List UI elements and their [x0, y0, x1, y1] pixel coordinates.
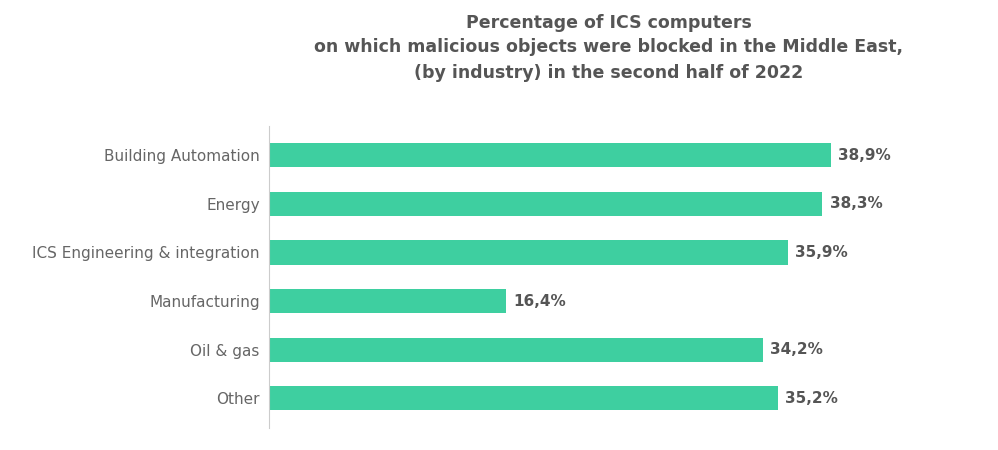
Bar: [269, 386, 777, 410]
Text: 34,2%: 34,2%: [770, 342, 823, 357]
Text: 16,4%: 16,4%: [514, 293, 566, 309]
Text: 35,2%: 35,2%: [785, 391, 837, 406]
Text: 35,9%: 35,9%: [795, 245, 847, 260]
Text: Percentage of ICS computers
on which malicious objects were blocked in the Middl: Percentage of ICS computers on which mal…: [314, 14, 903, 81]
Text: 38,9%: 38,9%: [838, 148, 891, 163]
Text: 38,3%: 38,3%: [829, 196, 882, 211]
Bar: [269, 143, 831, 167]
Bar: [269, 289, 506, 313]
Bar: [269, 240, 787, 265]
Bar: [269, 192, 822, 216]
Bar: [269, 338, 763, 362]
